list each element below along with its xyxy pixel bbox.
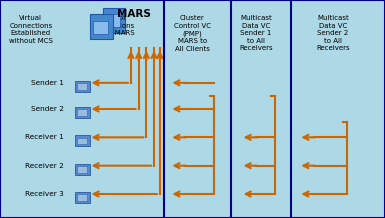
Text: Sender 2: Sender 2 [30,106,64,112]
Text: MARS: MARS [117,9,151,19]
Text: Receiver 3: Receiver 3 [25,191,64,197]
FancyBboxPatch shape [77,194,87,201]
Text: Receiver 1: Receiver 1 [25,134,64,140]
FancyBboxPatch shape [75,107,90,118]
FancyBboxPatch shape [75,192,90,203]
Text: Control
Connections
Client-MARS: Control Connections Client-MARS [92,15,135,36]
FancyBboxPatch shape [93,21,108,34]
FancyBboxPatch shape [75,164,90,175]
FancyBboxPatch shape [77,166,87,173]
FancyBboxPatch shape [105,14,120,27]
Text: Virtual
Connections
Established
without MCS: Virtual Connections Established without … [9,15,53,44]
FancyBboxPatch shape [77,83,87,90]
Text: Multicast
Data VC
Sender 1
to All
Receivers: Multicast Data VC Sender 1 to All Receiv… [239,15,273,51]
FancyBboxPatch shape [77,109,87,116]
Text: Receiver 2: Receiver 2 [25,163,64,169]
FancyBboxPatch shape [77,138,87,144]
FancyBboxPatch shape [75,135,90,146]
FancyBboxPatch shape [75,81,90,92]
FancyBboxPatch shape [90,14,113,39]
Text: Sender 1: Sender 1 [30,80,64,86]
Text: Multicast
Data VC
Sender 2
to All
Receivers: Multicast Data VC Sender 2 to All Receiv… [316,15,350,51]
Text: Cluster
Control VC
(PMP)
MARS to
All Clients: Cluster Control VC (PMP) MARS to All Cli… [174,15,211,52]
FancyBboxPatch shape [103,8,125,33]
